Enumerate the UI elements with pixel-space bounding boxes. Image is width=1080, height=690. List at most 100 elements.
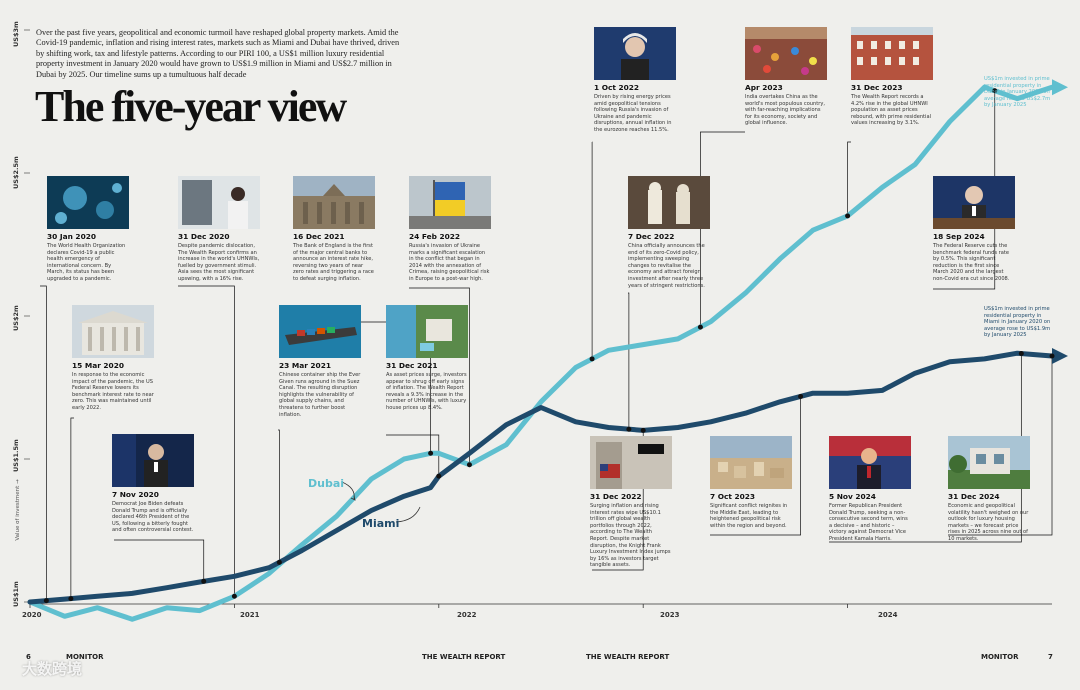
event-date: 16 Dec 2021 bbox=[293, 232, 345, 241]
event-text: Surging inflation and rising interest ra… bbox=[590, 503, 671, 569]
event-date: 31 Dec 2022 bbox=[590, 492, 642, 501]
event-date: 31 Dec 2024 bbox=[948, 492, 1000, 501]
event-leader-line bbox=[700, 131, 745, 328]
event-card: 31 Dec 2023 The Wealth Report records a … bbox=[851, 27, 933, 127]
event-date: 7 Nov 2020 bbox=[112, 490, 159, 499]
event-date: 23 Mar 2021 bbox=[279, 361, 331, 370]
event-marker-dot bbox=[1049, 353, 1055, 359]
event-date: 7 Dec 2022 bbox=[628, 232, 675, 241]
section-label-left: MONITOR bbox=[66, 653, 104, 661]
event-card: 30 Jan 2020 The World Health Organizatio… bbox=[47, 176, 129, 283]
miami-series-label: Miami bbox=[362, 517, 400, 530]
page-number-right: 7 bbox=[1048, 653, 1053, 661]
dubai-label-arrowhead bbox=[350, 495, 356, 501]
event-marker-dot bbox=[436, 473, 442, 479]
wall-street-photo bbox=[590, 436, 672, 489]
jerome-powell-photo bbox=[933, 176, 1015, 229]
crowd-photo bbox=[745, 27, 827, 80]
event-text: The Federal Reserve cuts the benchmark f… bbox=[933, 243, 1010, 282]
event-text: The World Health Organization declares C… bbox=[47, 243, 126, 282]
event-date: 5 Nov 2024 bbox=[829, 492, 876, 501]
event-text: Russia's invasion of Ukraine marks a sig… bbox=[409, 243, 490, 282]
hazmat-workers-photo bbox=[628, 176, 710, 229]
event-marker-dot bbox=[231, 593, 237, 599]
event-text: Driven by rising energy prices amid geop… bbox=[594, 94, 672, 133]
event-date: 31 Dec 2023 bbox=[851, 83, 903, 92]
lagarde-photo bbox=[594, 27, 676, 80]
event-marker-dot bbox=[640, 427, 646, 433]
dubai-callout: US$1m invested in prime residential prop… bbox=[984, 76, 1051, 108]
modern-house-photo bbox=[948, 436, 1030, 489]
event-card: 7 Dec 2022 China officially announces th… bbox=[628, 176, 710, 289]
event-card: 7 Nov 2020 Democrat Joe Biden defeats Do… bbox=[112, 434, 194, 534]
event-date: 15 Mar 2020 bbox=[72, 361, 124, 370]
x-tick-label: 2022 bbox=[457, 611, 477, 619]
miami-callout: US$1m invested in prime residential prop… bbox=[984, 306, 1051, 338]
watermark: 大数跨境 bbox=[22, 660, 83, 678]
event-date: 30 Jan 2020 bbox=[47, 232, 96, 241]
event-card: 24 Feb 2022 Russia's invasion of Ukraine… bbox=[409, 176, 491, 283]
event-date: 31 Dec 2020 bbox=[178, 232, 230, 241]
event-leader-line bbox=[70, 417, 74, 599]
event-leader-line bbox=[409, 287, 470, 465]
event-leader-line bbox=[628, 292, 630, 430]
page-title: The five-year view bbox=[35, 82, 347, 131]
event-date: 7 Oct 2023 bbox=[710, 492, 756, 501]
section-label-right: MONITOR bbox=[981, 653, 1019, 661]
publication-name-right: THE WEALTH REPORT bbox=[586, 653, 670, 661]
event-text: Chinese container ship the Ever Given ru… bbox=[279, 372, 361, 418]
event-marker-dot bbox=[626, 426, 632, 432]
event-leader-line bbox=[178, 285, 235, 597]
bank-of-england-photo bbox=[293, 176, 375, 229]
event-marker-dot bbox=[589, 356, 595, 362]
event-card: 15 Mar 2020 In response to the economic … bbox=[72, 305, 154, 412]
middle-east-city-photo bbox=[710, 436, 792, 489]
event-leader-line bbox=[114, 539, 205, 582]
event-leader-line bbox=[40, 285, 47, 601]
event-marker-dot bbox=[845, 213, 851, 219]
event-card: 18 Sep 2024 The Federal Reserve cuts the… bbox=[933, 176, 1015, 283]
event-card: 7 Oct 2023 Significant conflict reignite… bbox=[710, 436, 792, 529]
virus-photo bbox=[47, 176, 129, 229]
event-leader-line bbox=[948, 356, 1053, 536]
event-text: As asset prices surge, investors appear … bbox=[386, 372, 467, 411]
event-card: 16 Dec 2021 The Bank of England is the f… bbox=[293, 176, 375, 283]
event-marker-dot bbox=[798, 393, 804, 399]
intro-text: Over the past five years, geopolitical a… bbox=[36, 28, 400, 79]
event-marker-dot bbox=[466, 462, 472, 468]
event-date: 31 Dec 2021 bbox=[386, 361, 438, 370]
event-date: Apr 2023 bbox=[745, 83, 783, 92]
event-card: 31 Dec 2021 As asset prices surge, inves… bbox=[386, 305, 468, 412]
publication-name-left: THE WEALTH REPORT bbox=[422, 653, 506, 661]
event-marker-dot bbox=[992, 88, 998, 94]
x-tick-label: 2023 bbox=[660, 611, 680, 619]
federal-reserve-photo bbox=[72, 305, 154, 358]
event-marker-dot bbox=[276, 559, 282, 565]
event-text: Despite pandemic dislocation, The Wealth… bbox=[178, 243, 260, 282]
dubai-series-line bbox=[27, 84, 1055, 622]
event-marker-dot bbox=[428, 450, 434, 456]
miami-series-arrowhead bbox=[1052, 348, 1068, 365]
event-marker-dot bbox=[697, 324, 703, 330]
event-date: 24 Feb 2022 bbox=[409, 232, 461, 241]
dubai-series-label: Dubai bbox=[308, 477, 345, 490]
event-card: 31 Dec 2020 Despite pandemic dislocation… bbox=[178, 176, 260, 283]
event-card: Apr 2023 India overtakes China as the wo… bbox=[745, 27, 827, 127]
event-text: China officially announces the end of it… bbox=[628, 243, 705, 289]
ukraine-flag-photo bbox=[409, 176, 491, 229]
event-leader-line bbox=[278, 429, 280, 563]
event-card: 31 Dec 2024 Economic and geopolitical vo… bbox=[948, 436, 1030, 543]
event-text: In response to the economic impact of th… bbox=[72, 372, 154, 411]
event-leader-line bbox=[933, 90, 996, 290]
event-marker-dot bbox=[201, 578, 207, 584]
x-tick-label: 2021 bbox=[240, 611, 260, 619]
page-number-left: 6 bbox=[26, 653, 31, 661]
luxury-house-aerial-photo bbox=[386, 305, 468, 358]
event-date: 18 Sep 2024 bbox=[933, 232, 985, 241]
event-text: The Bank of England is the first of the … bbox=[293, 243, 374, 282]
biden-photo bbox=[112, 434, 194, 487]
event-card: 5 Nov 2024 Former Republican President D… bbox=[829, 436, 911, 543]
event-text: Significant conflict reignites in the Mi… bbox=[710, 503, 788, 529]
event-text: Democrat Joe Biden defeats Donald Trump … bbox=[112, 501, 194, 534]
